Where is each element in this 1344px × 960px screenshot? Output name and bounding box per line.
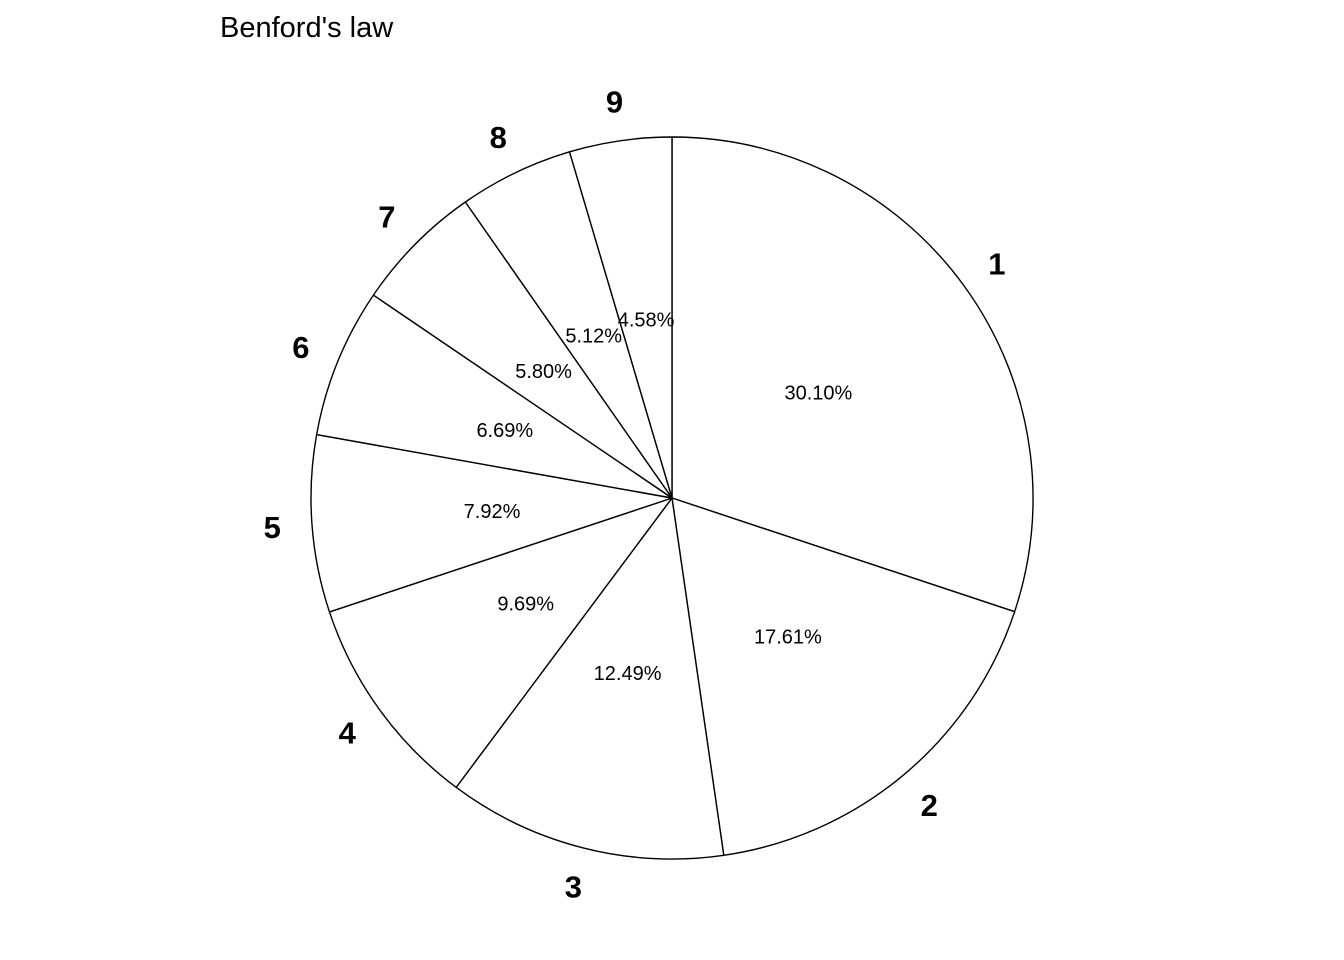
slice-percent-label-6: 6.69% [476,420,533,442]
slice-percent-label-3: 12.49% [594,663,662,685]
slice-percent-label-2: 17.61% [754,626,822,648]
slice-percent-label-1: 30.10% [784,382,852,404]
slice-category-label-2: 2 [921,788,938,823]
pie-slice-6 [315,294,673,499]
pie-slice-5 [310,433,673,613]
pie-slice-9 [568,136,673,499]
slice-percent-label-9: 4.58% [618,309,675,331]
slice-percent-label-7: 5.80% [515,361,572,383]
pie-slice-3 [455,497,725,860]
slice-category-label-8: 8 [490,120,507,155]
pie-slice-1 [671,136,1034,613]
slice-category-label-4: 4 [339,716,357,751]
pie-slice-4 [328,497,673,789]
slice-percent-label-8: 5.12% [565,325,622,347]
slice-category-label-1: 1 [988,247,1005,282]
slice-percent-label-4: 9.69% [497,594,554,616]
slice-category-label-3: 3 [565,869,582,904]
slice-category-label-5: 5 [264,510,281,545]
slice-category-label-7: 7 [378,199,395,234]
pie-slice-7 [372,201,673,499]
chart-title: Benford's law [220,12,394,44]
slice-category-label-6: 6 [292,330,309,365]
slice-percent-label-5: 7.92% [464,501,521,523]
pie-slice-2 [671,497,1016,856]
slice-category-label-9: 9 [606,84,623,119]
